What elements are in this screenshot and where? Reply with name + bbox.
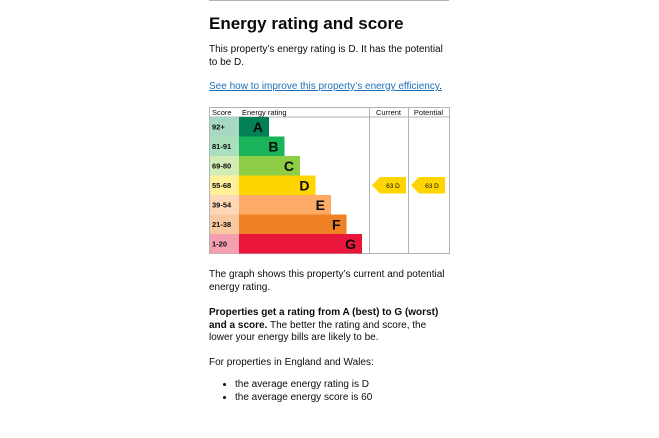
column-header: Energy rating: [242, 108, 287, 117]
energy-rating-chart: Score Energy rating Current Potential 92+ A 8…: [209, 107, 450, 254]
rating-explanation: Properties get a rating from A (best) to…: [209, 307, 449, 345]
potential-rating-arrow: [411, 177, 445, 194]
score-range-label: 69-80: [212, 161, 231, 170]
band-letter: E: [316, 197, 325, 213]
averages-list: the average energy rating is D the avera…: [209, 379, 455, 404]
score-range-label: 55-68: [212, 181, 231, 190]
chart-bands: 92+ A 81-91 B 69-80 C 55-68 D 39-54 E 21-38 F 1-20 G: [210, 117, 362, 254]
top-divider: [209, 0, 449, 1]
score-cell: [210, 175, 239, 195]
section-heading: Energy rating and score: [209, 14, 404, 33]
intro-text: This property’s energy rating is D. It h…: [209, 44, 443, 68]
column-header: Potential: [414, 108, 444, 117]
score-range-label: 39-54: [212, 200, 232, 209]
improve-efficiency-paragraph: See how to improve this property’s energ…: [209, 81, 449, 94]
link-suffix: .: [439, 81, 442, 92]
current-rating-arrow: [372, 177, 406, 194]
current-rating-label: 63 D: [386, 183, 400, 190]
band-letter: G: [345, 236, 356, 252]
band-letter: F: [332, 216, 341, 232]
score-cell: [210, 214, 239, 234]
band-bar: [239, 117, 269, 137]
score-range-label: 1-20: [212, 239, 227, 248]
band-bar: [239, 214, 347, 234]
score-cell: [210, 195, 239, 215]
score-cell: [210, 117, 239, 137]
score-range-label: 21-38: [212, 220, 231, 229]
energy-section: Energy rating and score This property’s …: [209, 14, 449, 94]
band-bar: [239, 234, 362, 254]
rating-explanation-rest: The better the rating and score, the low…: [209, 319, 427, 344]
energy-rating-graph: Score Energy rating Current Potential 92+ A 8…: [209, 107, 450, 254]
band-letter: B: [268, 138, 278, 154]
graph-explanation: The graph shows this property’s current …: [209, 269, 445, 293]
chart-markers: 63 D 63 D: [372, 177, 445, 194]
improve-efficiency-link[interactable]: See how to improve this property’s energ…: [209, 81, 440, 92]
score-cell: [210, 136, 239, 156]
chart-headers: Score Energy rating Current Potential: [212, 108, 443, 117]
band-letter: C: [284, 158, 294, 174]
band-bar: [239, 195, 331, 215]
score-range-label: 92+: [212, 122, 225, 131]
column-header: Score: [212, 108, 232, 117]
band-letter: D: [299, 177, 309, 193]
rating-explanation-bold: Properties get a rating from A (best) to…: [209, 307, 439, 331]
band-bar: [239, 175, 316, 195]
score-range-label: 81-91: [212, 142, 231, 151]
score-cell: [210, 156, 239, 176]
score-cell: [210, 234, 239, 254]
regions-text: For properties in England and Wales:: [209, 357, 374, 368]
band-bar: [239, 156, 300, 176]
potential-rating-label: 63 D: [425, 183, 439, 190]
average-score-item: the average energy score is 60: [235, 392, 455, 405]
band-bar: [239, 136, 285, 156]
average-rating-item: the average energy rating is D: [235, 379, 455, 392]
column-header: Current: [376, 108, 402, 117]
band-letter: A: [253, 119, 263, 135]
